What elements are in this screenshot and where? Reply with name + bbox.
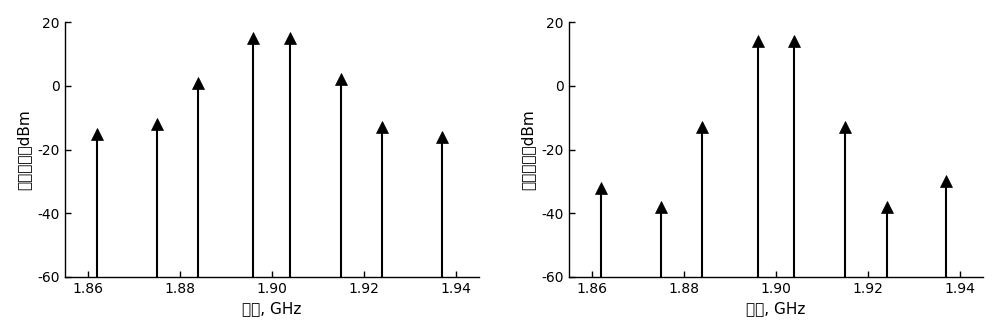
X-axis label: 频率, GHz: 频率, GHz: [746, 301, 806, 316]
X-axis label: 频率, GHz: 频率, GHz: [242, 301, 302, 316]
Y-axis label: 互调分量，dBm: 互调分量，dBm: [521, 109, 536, 190]
Y-axis label: 互调分量，dBm: 互调分量，dBm: [17, 109, 32, 190]
